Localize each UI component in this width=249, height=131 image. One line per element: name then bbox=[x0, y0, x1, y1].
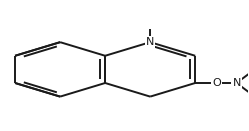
Text: O: O bbox=[212, 78, 221, 88]
Text: N: N bbox=[146, 37, 154, 47]
Text: N: N bbox=[232, 78, 241, 88]
